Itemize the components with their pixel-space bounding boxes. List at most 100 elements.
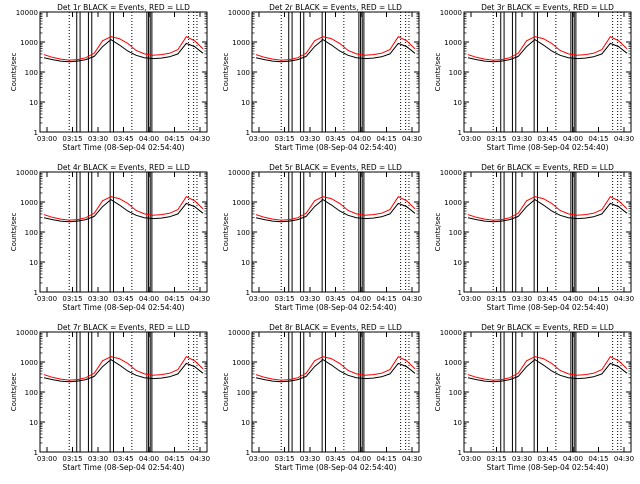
y-tick-label: 1000: [232, 359, 250, 367]
y-tick-label: 100: [449, 389, 462, 397]
lld-series-line: [255, 356, 416, 381]
events-series-line: [43, 38, 204, 63]
x-tick-label: 04:30: [614, 135, 634, 143]
y-tick-label: 100: [449, 69, 462, 77]
x-axis-label: Start Time (08-Sep-04 02:54:40): [487, 303, 609, 312]
y-axis-label: Counts/sec: [10, 373, 18, 412]
y-tick-label: 10: [241, 99, 250, 107]
x-tick-label: 03:30: [512, 135, 532, 143]
lld-series-line: [467, 356, 628, 381]
y-tick-label: 100: [25, 389, 38, 397]
y-axis-label: Counts/sec: [434, 373, 442, 412]
y-tick-label: 10: [29, 259, 38, 267]
x-tick-label: 03:45: [537, 295, 557, 303]
x-tick-label: 03:45: [325, 455, 345, 463]
x-axis-label: Start Time (08-Sep-04 02:54:40): [63, 143, 185, 152]
panel-det-7: 1 10 100 1000 10000 03:00 03:15 03:30 03:45 04:00…: [10, 323, 210, 472]
y-tick-label: 10: [453, 419, 462, 427]
events-series-line: [43, 358, 204, 383]
plot-frame: [39, 11, 208, 133]
panel-title: Det 7r BLACK = Events, RED = LLD: [57, 323, 190, 332]
panel-det-9: 1 10 100 1000 10000 03:00 03:15 03:30 03:45 04:00…: [434, 323, 634, 472]
lld-series-line: [255, 36, 416, 61]
y-tick-label: 10000: [228, 9, 250, 17]
x-tick-label: 03:00: [461, 135, 481, 143]
y-tick-label: 1: [34, 449, 38, 457]
x-tick-label: 03:45: [325, 135, 345, 143]
y-axis-label: Counts/sec: [222, 373, 230, 412]
y-tick-label: 100: [237, 389, 250, 397]
x-tick-label: 04:30: [190, 455, 210, 463]
x-tick-label: 04:30: [402, 455, 422, 463]
plot-frame: [251, 11, 420, 133]
plot-frame: [39, 171, 208, 293]
y-tick-label: 1000: [444, 39, 462, 47]
y-tick-label: 10000: [228, 329, 250, 337]
x-tick-label: 03:45: [537, 135, 557, 143]
x-axis-label: Start Time (08-Sep-04 02:54:40): [63, 463, 185, 472]
x-tick-label: 04:15: [588, 295, 608, 303]
x-tick-label: 03:30: [300, 295, 320, 303]
x-axis-label: Start Time (08-Sep-04 02:54:40): [275, 143, 397, 152]
y-tick-label: 10000: [228, 169, 250, 177]
lld-series-line: [43, 356, 204, 381]
y-axis-label: Counts/sec: [222, 53, 230, 92]
x-tick-label: 03:15: [486, 295, 506, 303]
x-tick-label: 04:30: [190, 295, 210, 303]
x-tick-label: 03:15: [274, 135, 294, 143]
lld-series-line: [467, 36, 628, 61]
y-tick-label: 10: [29, 419, 38, 427]
x-tick-label: 03:00: [37, 135, 57, 143]
events-series-line: [467, 38, 628, 63]
y-tick-label: 1: [34, 289, 38, 297]
y-tick-label: 1: [246, 129, 250, 137]
x-axis-label: Start Time (08-Sep-04 02:54:40): [487, 463, 609, 472]
y-tick-label: 1000: [20, 199, 38, 207]
y-tick-label: 1000: [444, 199, 462, 207]
x-tick-label: 03:15: [62, 295, 82, 303]
plot-frame: [463, 331, 632, 453]
x-tick-label: 04:00: [563, 455, 583, 463]
x-tick-label: 03:15: [274, 295, 294, 303]
x-tick-label: 03:30: [88, 295, 108, 303]
x-tick-label: 04:00: [139, 455, 159, 463]
x-tick-label: 04:15: [376, 135, 396, 143]
y-tick-label: 100: [237, 229, 250, 237]
lld-series-line: [43, 36, 204, 61]
x-tick-label: 04:00: [563, 295, 583, 303]
panel-det-2: 1 10 100 1000 10000 03:00 03:15 03:30 03:45 04:00…: [222, 3, 422, 152]
y-tick-label: 100: [25, 229, 38, 237]
y-tick-label: 1000: [232, 199, 250, 207]
y-tick-label: 1: [246, 449, 250, 457]
x-tick-label: 04:30: [614, 455, 634, 463]
panel-title: Det 8r BLACK = Events, RED = LLD: [269, 323, 402, 332]
x-tick-label: 04:30: [190, 135, 210, 143]
x-tick-label: 03:00: [461, 295, 481, 303]
x-tick-label: 04:00: [351, 295, 371, 303]
x-tick-label: 04:30: [402, 295, 422, 303]
x-tick-label: 04:30: [402, 135, 422, 143]
lld-series-line: [43, 196, 204, 221]
panel-det-8: 1 10 100 1000 10000 03:00 03:15 03:30 03:45 04:00…: [222, 323, 422, 472]
y-tick-label: 1000: [444, 359, 462, 367]
panel-title: Det 4r BLACK = Events, RED = LLD: [57, 163, 190, 172]
y-tick-label: 1: [458, 129, 462, 137]
y-tick-label: 1000: [232, 39, 250, 47]
y-tick-label: 100: [449, 229, 462, 237]
events-series-line: [255, 38, 416, 63]
y-tick-label: 1000: [20, 39, 38, 47]
x-tick-label: 03:45: [537, 455, 557, 463]
events-series-line: [467, 198, 628, 223]
y-tick-label: 100: [237, 69, 250, 77]
x-tick-label: 04:15: [164, 295, 184, 303]
x-tick-label: 03:30: [88, 135, 108, 143]
x-tick-label: 04:15: [164, 135, 184, 143]
y-tick-label: 1000: [20, 359, 38, 367]
x-tick-label: 03:00: [461, 455, 481, 463]
x-tick-label: 03:15: [62, 455, 82, 463]
events-series-line: [43, 198, 204, 223]
panel-det-6: 1 10 100 1000 10000 03:00 03:15 03:30 03:45 04:00…: [434, 163, 634, 312]
plot-frame: [39, 331, 208, 453]
x-axis-label: Start Time (08-Sep-04 02:54:40): [487, 143, 609, 152]
